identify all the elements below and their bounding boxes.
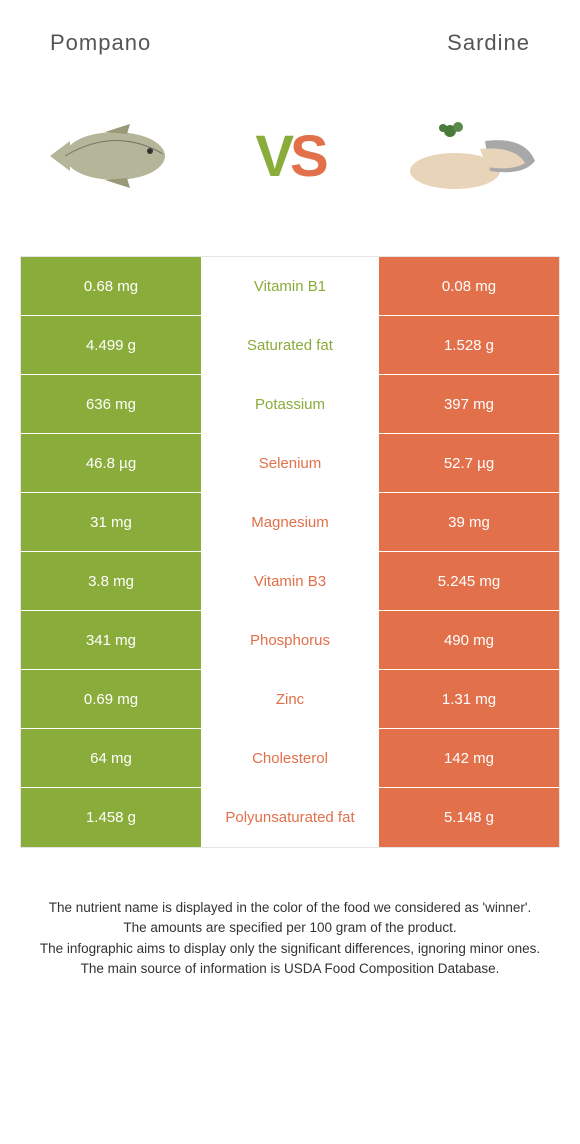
left-value-cell: 31 mg xyxy=(21,493,201,551)
table-row: 64 mgCholesterol142 mg xyxy=(21,729,559,788)
fish-icon xyxy=(35,116,185,196)
right-value-cell: 1.528 g xyxy=(379,316,559,374)
left-value-cell: 636 mg xyxy=(21,375,201,433)
nutrient-table: 0.68 mgVitamin B10.08 mg4.499 gSaturated… xyxy=(20,256,560,848)
left-value-cell: 4.499 g xyxy=(21,316,201,374)
table-row: 4.499 gSaturated fat1.528 g xyxy=(21,316,559,375)
sardine-icon xyxy=(395,111,545,201)
nutrient-name-cell: Saturated fat xyxy=(201,316,379,374)
footer-line-3: The infographic aims to display only the… xyxy=(30,939,550,959)
right-value-cell: 142 mg xyxy=(379,729,559,787)
footer-line-1: The nutrient name is displayed in the co… xyxy=(30,898,550,918)
nutrient-name-cell: Zinc xyxy=(201,670,379,728)
nutrient-name-cell: Polyunsaturated fat xyxy=(201,788,379,847)
right-value-cell: 5.245 mg xyxy=(379,552,559,610)
right-value-cell: 5.148 g xyxy=(379,788,559,847)
sardine-image xyxy=(390,106,550,206)
nutrient-name-cell: Potassium xyxy=(201,375,379,433)
right-value-cell: 39 mg xyxy=(379,493,559,551)
vs-s-letter: S xyxy=(290,124,325,189)
table-row: 341 mgPhosphorus490 mg xyxy=(21,611,559,670)
right-value-cell: 0.08 mg xyxy=(379,257,559,315)
left-food-title: Pompano xyxy=(50,30,151,56)
header: Pompano Sardine xyxy=(20,0,560,76)
table-row: 0.68 mgVitamin B10.08 mg xyxy=(21,257,559,316)
left-value-cell: 46.8 µg xyxy=(21,434,201,492)
footer-line-4: The main source of information is USDA F… xyxy=(30,959,550,979)
nutrient-name-cell: Vitamin B3 xyxy=(201,552,379,610)
right-value-cell: 490 mg xyxy=(379,611,559,669)
table-row: 3.8 mgVitamin B35.245 mg xyxy=(21,552,559,611)
left-value-cell: 341 mg xyxy=(21,611,201,669)
table-row: 31 mgMagnesium39 mg xyxy=(21,493,559,552)
nutrient-name-cell: Phosphorus xyxy=(201,611,379,669)
table-row: 636 mgPotassium397 mg xyxy=(21,375,559,434)
vs-v-letter: V xyxy=(255,124,290,189)
right-value-cell: 397 mg xyxy=(379,375,559,433)
right-value-cell: 52.7 µg xyxy=(379,434,559,492)
vs-badge: VS xyxy=(255,123,324,190)
nutrient-name-cell: Selenium xyxy=(201,434,379,492)
right-value-cell: 1.31 mg xyxy=(379,670,559,728)
vs-row: VS xyxy=(20,76,560,256)
table-row: 1.458 gPolyunsaturated fat5.148 g xyxy=(21,788,559,847)
left-value-cell: 0.68 mg xyxy=(21,257,201,315)
right-food-title: Sardine xyxy=(447,30,530,56)
table-row: 0.69 mgZinc1.31 mg xyxy=(21,670,559,729)
nutrient-name-cell: Magnesium xyxy=(201,493,379,551)
left-value-cell: 1.458 g xyxy=(21,788,201,847)
nutrient-name-cell: Vitamin B1 xyxy=(201,257,379,315)
nutrient-name-cell: Cholesterol xyxy=(201,729,379,787)
left-value-cell: 0.69 mg xyxy=(21,670,201,728)
footer: The nutrient name is displayed in the co… xyxy=(20,848,560,999)
footer-line-2: The amounts are specified per 100 gram o… xyxy=(30,918,550,938)
left-value-cell: 3.8 mg xyxy=(21,552,201,610)
table-row: 46.8 µgSelenium52.7 µg xyxy=(21,434,559,493)
left-value-cell: 64 mg xyxy=(21,729,201,787)
pompano-image xyxy=(30,106,190,206)
